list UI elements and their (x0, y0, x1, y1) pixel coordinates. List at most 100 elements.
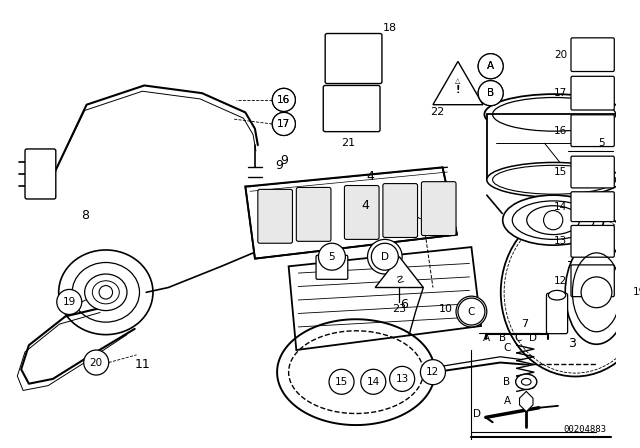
Polygon shape (289, 247, 481, 350)
Circle shape (319, 243, 346, 270)
Circle shape (458, 298, 485, 325)
FancyBboxPatch shape (547, 293, 568, 334)
Text: D: D (529, 332, 537, 343)
Text: 00204883: 00204883 (563, 425, 606, 434)
Text: 1: 1 (639, 286, 640, 299)
Text: C: C (468, 306, 475, 317)
Text: A: A (504, 396, 511, 406)
Text: 4: 4 (362, 199, 369, 212)
Text: A: A (487, 61, 494, 71)
Text: 16: 16 (277, 95, 291, 105)
FancyBboxPatch shape (571, 38, 614, 72)
FancyBboxPatch shape (571, 156, 614, 188)
Ellipse shape (484, 94, 624, 134)
Text: 3: 3 (568, 337, 577, 350)
Text: 17: 17 (277, 119, 291, 129)
Text: 8: 8 (81, 209, 89, 222)
Text: 16: 16 (277, 95, 291, 105)
FancyBboxPatch shape (258, 190, 292, 243)
Circle shape (371, 243, 398, 270)
Text: 20: 20 (554, 50, 568, 60)
Text: C: C (503, 343, 511, 353)
Text: B: B (504, 377, 511, 387)
FancyBboxPatch shape (296, 187, 331, 241)
Text: △: △ (455, 78, 461, 84)
Text: B: B (487, 88, 494, 98)
Text: 11: 11 (134, 358, 150, 371)
Text: 15: 15 (554, 167, 568, 177)
Text: 19: 19 (633, 287, 640, 297)
Circle shape (478, 81, 503, 106)
Text: 20: 20 (90, 358, 103, 367)
Ellipse shape (548, 290, 566, 300)
Text: 9: 9 (275, 159, 283, 172)
Text: 18: 18 (383, 23, 397, 33)
FancyBboxPatch shape (316, 255, 348, 279)
FancyBboxPatch shape (571, 76, 614, 110)
Text: 15: 15 (335, 377, 348, 387)
Text: 14: 14 (367, 377, 380, 387)
Circle shape (478, 81, 503, 106)
FancyBboxPatch shape (571, 265, 614, 297)
FancyBboxPatch shape (325, 34, 382, 83)
Circle shape (581, 277, 612, 308)
Text: 19: 19 (63, 297, 76, 307)
Text: 6: 6 (400, 298, 408, 311)
Circle shape (627, 280, 640, 305)
Text: 5: 5 (598, 138, 605, 148)
Text: 23: 23 (392, 304, 406, 314)
Text: 16: 16 (554, 126, 568, 136)
Text: 4: 4 (367, 170, 374, 183)
Circle shape (272, 112, 295, 135)
Ellipse shape (502, 195, 604, 245)
Text: 22: 22 (431, 108, 445, 117)
Circle shape (367, 239, 402, 274)
FancyBboxPatch shape (323, 86, 380, 132)
Text: 17: 17 (277, 119, 291, 129)
Text: 10: 10 (438, 304, 452, 314)
FancyBboxPatch shape (421, 182, 456, 236)
Circle shape (272, 88, 295, 112)
Text: 17: 17 (554, 88, 568, 98)
Text: ☡: ☡ (395, 275, 404, 285)
Polygon shape (375, 257, 423, 288)
Ellipse shape (516, 374, 537, 389)
Ellipse shape (565, 241, 628, 344)
FancyBboxPatch shape (487, 114, 621, 180)
Circle shape (272, 88, 295, 112)
Text: 13: 13 (396, 374, 409, 384)
Circle shape (329, 369, 354, 394)
Circle shape (57, 289, 82, 314)
FancyBboxPatch shape (25, 149, 56, 199)
FancyBboxPatch shape (571, 192, 614, 222)
Circle shape (361, 369, 386, 394)
Text: 9: 9 (280, 154, 288, 167)
Text: 2: 2 (639, 112, 640, 125)
Ellipse shape (500, 208, 640, 376)
FancyBboxPatch shape (383, 184, 417, 237)
Circle shape (99, 285, 113, 299)
FancyBboxPatch shape (571, 115, 614, 146)
Text: 12: 12 (426, 367, 440, 377)
Ellipse shape (59, 250, 153, 335)
Text: 12: 12 (554, 276, 568, 286)
Circle shape (272, 112, 295, 135)
Circle shape (456, 296, 487, 327)
Circle shape (543, 211, 563, 230)
Text: D: D (473, 409, 481, 418)
Text: A: A (483, 332, 490, 343)
Text: 13: 13 (554, 236, 568, 246)
Text: B: B (499, 332, 506, 343)
Polygon shape (520, 392, 533, 412)
FancyBboxPatch shape (571, 225, 614, 257)
Circle shape (84, 350, 109, 375)
Text: B: B (487, 88, 494, 98)
Text: 21: 21 (341, 138, 355, 148)
Text: 7: 7 (521, 319, 528, 329)
Circle shape (478, 54, 503, 79)
Ellipse shape (487, 163, 621, 197)
Circle shape (390, 366, 415, 392)
FancyBboxPatch shape (344, 185, 379, 239)
Ellipse shape (84, 274, 127, 310)
Ellipse shape (527, 206, 580, 235)
